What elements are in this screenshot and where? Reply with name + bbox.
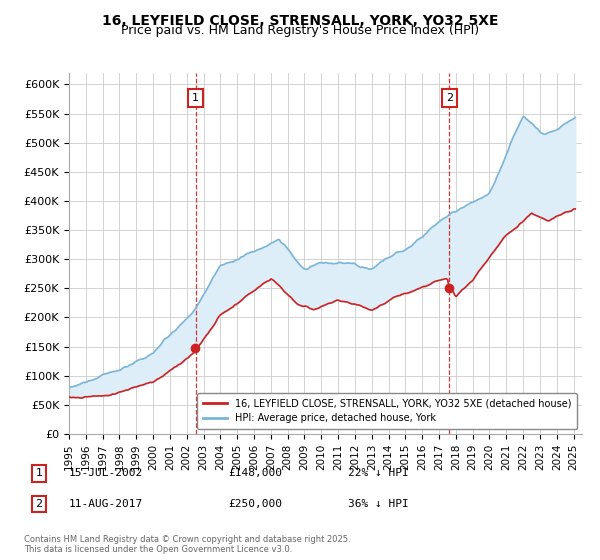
Text: 11-AUG-2017: 11-AUG-2017 (69, 499, 143, 509)
Text: Price paid vs. HM Land Registry's House Price Index (HPI): Price paid vs. HM Land Registry's House … (121, 24, 479, 37)
Text: 1: 1 (193, 93, 199, 103)
Text: £148,000: £148,000 (228, 468, 282, 478)
Text: Contains HM Land Registry data © Crown copyright and database right 2025.
This d: Contains HM Land Registry data © Crown c… (24, 535, 350, 554)
Text: 22% ↓ HPI: 22% ↓ HPI (348, 468, 409, 478)
Text: 36% ↓ HPI: 36% ↓ HPI (348, 499, 409, 509)
Text: 2: 2 (35, 499, 43, 509)
Text: 15-JUL-2002: 15-JUL-2002 (69, 468, 143, 478)
Legend: 16, LEYFIELD CLOSE, STRENSALL, YORK, YO32 5XE (detached house), HPI: Average pri: 16, LEYFIELD CLOSE, STRENSALL, YORK, YO3… (197, 393, 577, 429)
Text: £250,000: £250,000 (228, 499, 282, 509)
Text: 2: 2 (446, 93, 453, 103)
Text: 1: 1 (35, 468, 43, 478)
Text: 16, LEYFIELD CLOSE, STRENSALL, YORK, YO32 5XE: 16, LEYFIELD CLOSE, STRENSALL, YORK, YO3… (102, 14, 498, 28)
